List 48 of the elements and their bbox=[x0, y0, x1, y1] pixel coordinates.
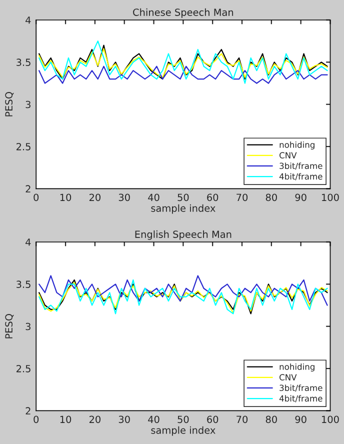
x-tick-label: 40 bbox=[148, 194, 160, 202]
y-tick-label: 3 bbox=[26, 322, 30, 330]
x-tick-label: 90 bbox=[295, 194, 306, 202]
x-tick-label: 0 bbox=[34, 194, 39, 202]
line-series bbox=[38, 275, 328, 306]
y-tick-label: 2.5 bbox=[16, 143, 30, 150]
legend-label: 3bit/frame bbox=[280, 384, 322, 392]
y-tick-label: 2 bbox=[26, 185, 30, 192]
x-tick-label: 30 bbox=[118, 194, 130, 202]
x-tick-label: 100 bbox=[322, 416, 339, 424]
x-tick-label: 80 bbox=[266, 416, 277, 424]
y-tick-label: 2 bbox=[26, 407, 30, 414]
y-axis-title: PESQ bbox=[5, 92, 14, 116]
y-tick-label: 4 bbox=[26, 238, 31, 246]
y-tick-label: 3 bbox=[26, 100, 30, 108]
x-tick-label: 50 bbox=[178, 416, 189, 424]
chart-title: Chinese Speech Man bbox=[133, 8, 234, 18]
y-tick-label: 2.5 bbox=[16, 365, 30, 372]
x-tick-label: 90 bbox=[295, 416, 306, 424]
x-tick-label: 80 bbox=[266, 194, 277, 202]
legend-label: 4bit/frame bbox=[279, 395, 322, 402]
x-tick-label: 10 bbox=[60, 416, 72, 424]
x-tick-label: 50 bbox=[178, 194, 189, 202]
legend-label: nohiding bbox=[280, 363, 314, 372]
x-tick-label: 60 bbox=[207, 194, 218, 202]
legend-label: CNV bbox=[280, 152, 297, 158]
y-axis-title: PESQ bbox=[5, 314, 14, 338]
x-tick-label: 70 bbox=[236, 416, 248, 424]
legend-label: 3bit/frame bbox=[280, 162, 322, 170]
legend-label: CNV bbox=[280, 374, 297, 380]
x-tick-label: 0 bbox=[34, 416, 39, 424]
chart-title: English Speech Man bbox=[135, 230, 232, 240]
x-tick-label: 100 bbox=[322, 194, 339, 202]
x-tick-label: 70 bbox=[236, 194, 248, 202]
x-tick-label: 60 bbox=[207, 416, 218, 424]
x-axis-title: sample index bbox=[151, 204, 216, 214]
x-tick-label: 20 bbox=[89, 194, 100, 202]
legend-label: nohiding bbox=[280, 141, 314, 150]
y-tick-label: 4 bbox=[26, 16, 31, 24]
x-tick-label: 10 bbox=[60, 194, 72, 202]
line-series bbox=[38, 66, 328, 84]
x-tick-label: 40 bbox=[148, 416, 160, 424]
x-tick-label: 20 bbox=[89, 416, 100, 424]
x-tick-label: 30 bbox=[118, 416, 130, 424]
y-tick-label: 3.5 bbox=[16, 58, 30, 66]
y-tick-label: 3.5 bbox=[16, 280, 30, 288]
x-axis-title: sample index bbox=[151, 426, 216, 436]
legend-label: 4bit/frame bbox=[279, 173, 322, 180]
